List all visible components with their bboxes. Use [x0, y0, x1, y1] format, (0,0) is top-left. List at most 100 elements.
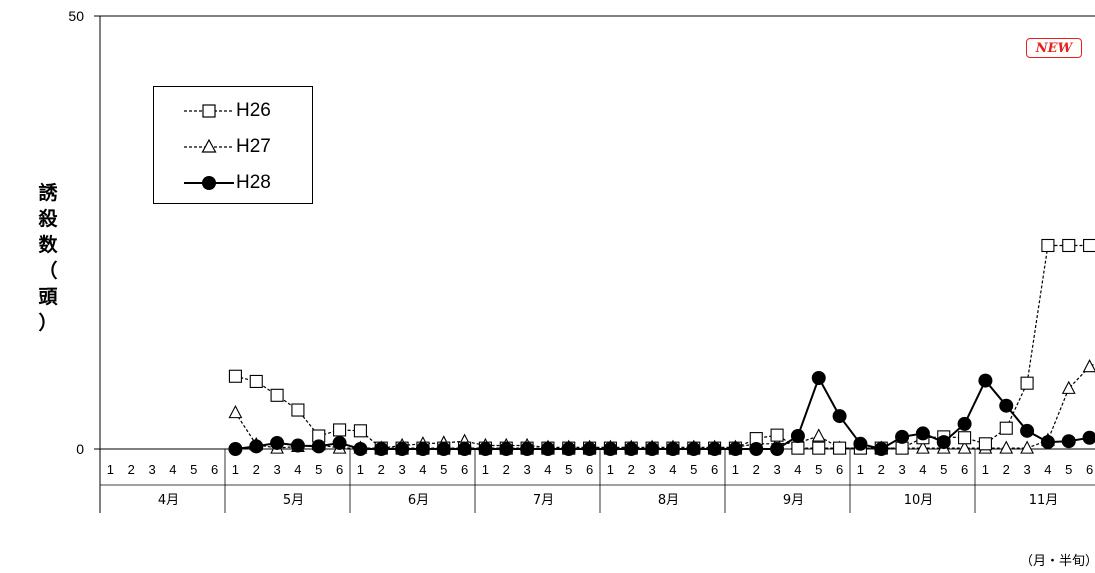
data-point — [915, 426, 930, 441]
x-tick-label: 5 — [440, 462, 447, 477]
x-tick-label: 3 — [898, 462, 905, 477]
y-axis-title: 誘 殺 数 （ 頭 ） — [36, 180, 60, 336]
data-point — [499, 442, 514, 456]
data-point — [1082, 430, 1095, 445]
month-label: 4月 — [158, 493, 179, 508]
data-point — [999, 398, 1014, 413]
x-tick-label: 5 — [1065, 462, 1072, 477]
y-axis-title-char: （ — [38, 260, 58, 282]
month-label: 6月 — [408, 493, 429, 508]
data-point — [270, 388, 284, 402]
triangle-marker-icon — [184, 138, 234, 153]
y-axis-title-char: 殺 — [38, 208, 58, 230]
data-point — [1020, 440, 1034, 454]
x-tick-label: 1 — [357, 462, 364, 477]
data-point — [311, 439, 326, 454]
legend: H26 H27 H28 — [153, 86, 313, 204]
x-tick-label: 4 — [544, 462, 551, 477]
y-tick-label: 0 — [76, 441, 84, 457]
x-tick-label: 2 — [253, 462, 260, 477]
data-point — [270, 435, 285, 450]
x-tick-label: 5 — [190, 462, 197, 477]
x-tick-label: 5 — [690, 462, 697, 477]
data-point — [832, 409, 847, 424]
data-point — [1061, 380, 1076, 394]
data-point — [333, 423, 347, 437]
x-tick-label: 2 — [128, 462, 135, 477]
data-point — [540, 442, 555, 456]
month-label: 8月 — [658, 493, 679, 508]
data-point — [790, 429, 805, 444]
x-tick-label: 1 — [482, 462, 489, 477]
month-label: 7月 — [533, 493, 554, 508]
x-tick-label: 3 — [523, 462, 530, 477]
legend-item-h28: H28 — [154, 171, 314, 195]
data-point — [978, 437, 992, 451]
legend-label: H27 — [236, 136, 271, 157]
data-point — [228, 442, 243, 456]
circle-marker-icon — [184, 176, 234, 190]
square-marker-icon — [184, 104, 234, 118]
x-tick-label: 5 — [940, 462, 947, 477]
x-tick-label: 4 — [669, 462, 676, 477]
data-point — [374, 442, 389, 456]
x-tick-label: 1 — [107, 462, 114, 477]
data-point — [603, 442, 618, 456]
data-point — [749, 442, 764, 456]
x-tick-label: 6 — [336, 462, 343, 477]
month-label: 9月 — [783, 493, 804, 508]
data-point — [228, 404, 243, 419]
x-tick-label: 3 — [273, 462, 280, 477]
x-tick-label: 6 — [961, 462, 968, 477]
legend-label: H26 — [236, 100, 271, 121]
x-tick-label: 3 — [148, 462, 155, 477]
legend-item-h26: H26 — [154, 99, 314, 123]
data-point — [478, 442, 493, 456]
x-tick-label: 1 — [857, 462, 864, 477]
data-point — [936, 435, 951, 450]
data-point — [833, 441, 847, 455]
data-point — [1020, 423, 1035, 438]
data-point — [957, 440, 972, 454]
data-point — [770, 428, 784, 442]
data-point — [520, 442, 535, 456]
data-point — [874, 442, 889, 456]
x-tick-label: 3 — [398, 462, 405, 477]
data-point — [249, 374, 263, 389]
data-point — [812, 441, 826, 455]
x-tick-label: 1 — [982, 462, 989, 477]
data-point — [1040, 435, 1055, 450]
x-tick-label: 3 — [773, 462, 780, 477]
data-point — [582, 442, 597, 456]
x-tick-label: 2 — [753, 462, 760, 477]
x-tick-label: 2 — [378, 462, 385, 477]
data-point — [1041, 238, 1055, 253]
data-point — [791, 441, 805, 455]
data-point — [728, 442, 743, 456]
x-tick-label: 5 — [315, 462, 322, 477]
x-tick-label: 4 — [169, 462, 176, 477]
x-tick-label: 6 — [586, 462, 593, 477]
data-point — [395, 442, 410, 456]
x-tick-label: 6 — [211, 462, 218, 477]
x-tick-label: 5 — [565, 462, 572, 477]
data-point — [811, 428, 826, 442]
y-axis-title-char: 数 — [38, 234, 58, 256]
x-tick-label: 2 — [1003, 462, 1010, 477]
data-point — [686, 442, 701, 456]
data-point — [999, 440, 1014, 454]
x-tick-label: 3 — [1023, 462, 1030, 477]
month-label: 5月 — [283, 493, 304, 508]
series-h26 — [228, 238, 1095, 455]
data-point — [665, 442, 680, 456]
data-point — [645, 442, 660, 456]
month-label: 11月 — [1029, 493, 1059, 508]
data-point — [228, 369, 242, 383]
data-point — [353, 442, 368, 456]
legend-item-h27: H27 — [154, 135, 314, 159]
data-point — [895, 429, 910, 444]
data-point — [457, 442, 472, 456]
x-tick-label: 3 — [648, 462, 655, 477]
data-point — [1082, 359, 1095, 373]
legend-label: H28 — [236, 172, 271, 193]
